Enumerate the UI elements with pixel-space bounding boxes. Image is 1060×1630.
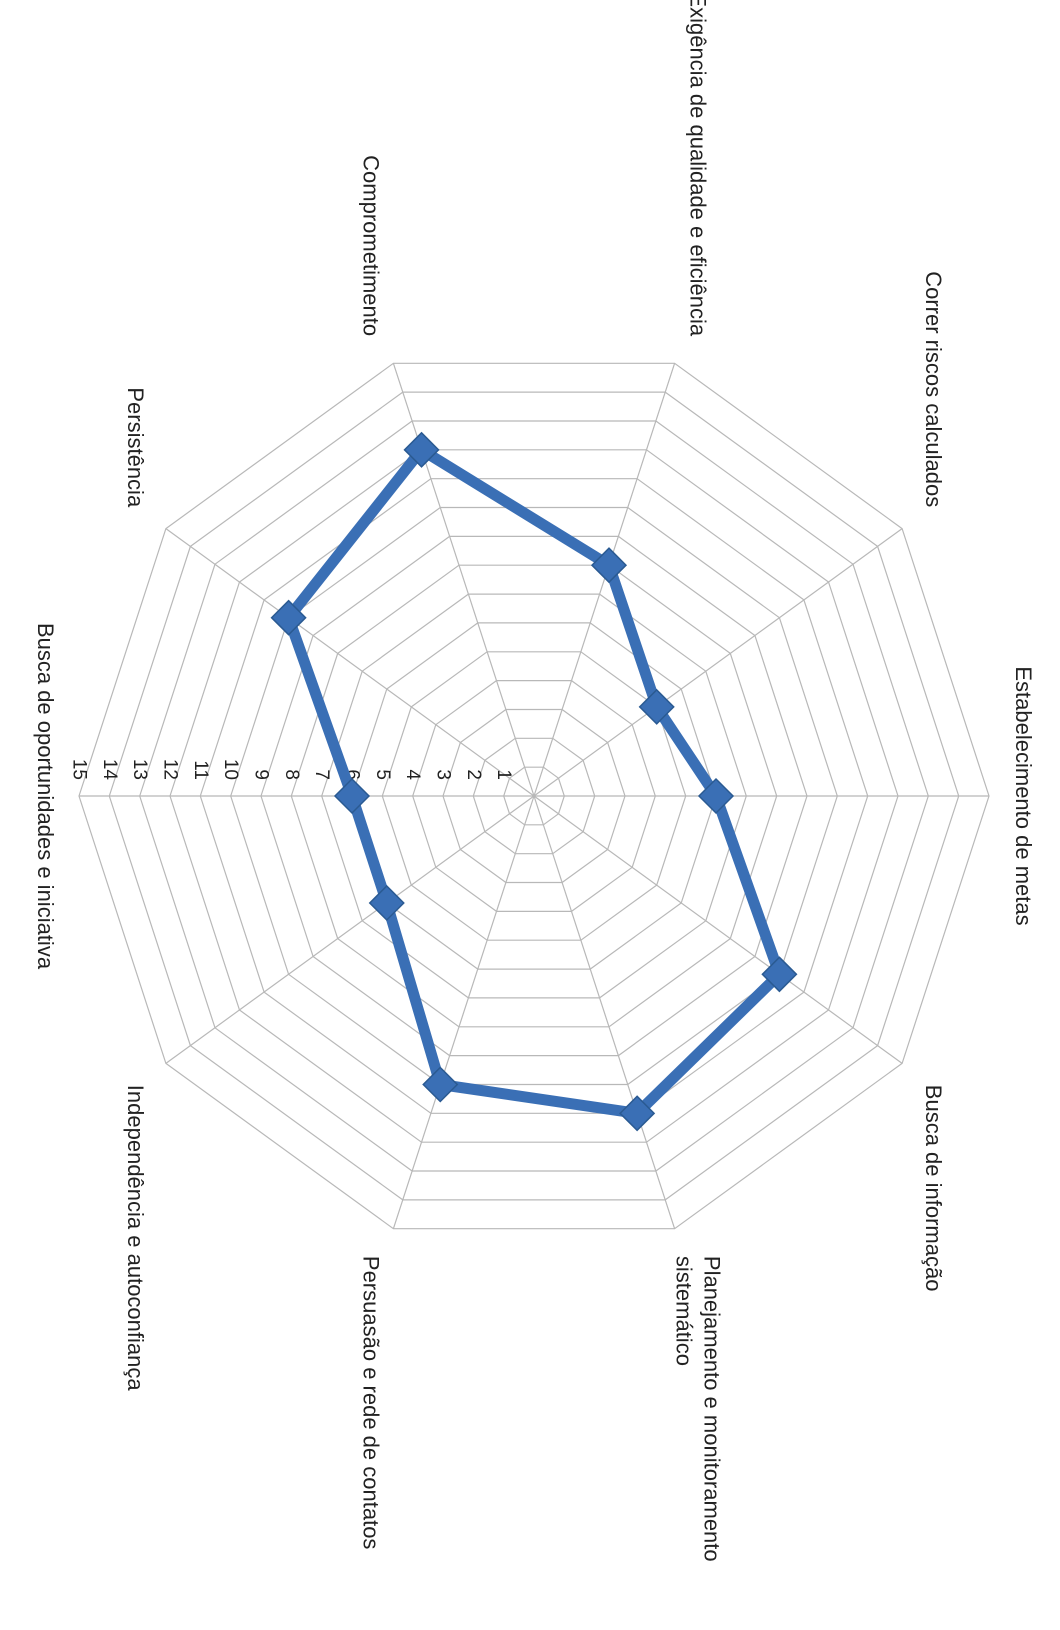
tick-label-14: 14 [99,759,120,781]
category-label-line: Independência e autoconfiança [123,1085,148,1392]
tick-label-13: 13 [129,759,150,780]
tick-label-2: 2 [463,769,484,780]
category-label-6: Estabelecimento de metas [1011,666,1036,925]
tick-label-1: 1 [493,769,514,780]
tick-label-10: 10 [220,759,241,780]
data-point-5 [638,688,675,725]
category-label-5: Correr riscos calculados [921,271,946,507]
category-label-7: Busca de informação [921,1085,946,1292]
category-label-8: Planejamento e monitoramentosistemático [672,1256,725,1562]
category-label-line: sistemático [672,1256,697,1366]
category-label-2: Persistência [123,387,148,508]
tick-label-8: 8 [281,769,302,780]
tick-label-15: 15 [69,759,90,780]
category-label-3: Comprometimento [359,155,384,336]
spoke-9 [392,795,535,1229]
data-point-7 [761,956,798,993]
category-label-10: Independência e autoconfiança [123,1085,148,1392]
category-label-line: Correr riscos calculados [921,271,946,507]
data-point-6 [697,777,735,815]
data-point-1 [333,777,371,815]
data-point-2 [270,599,307,636]
tick-label-3: 3 [433,769,454,780]
category-label-line: Estabelecimento de metas [1011,666,1036,925]
category-label-line: Comprometimento [359,155,384,336]
category-labels: Busca de oportunidades e iniciativa Persi… [33,0,1036,1562]
category-label-9: Persuasão e rede de contatos [359,1256,384,1550]
category-label-1: Busca de oportunidades e iniciativa [33,623,58,970]
spoke-10 [165,795,535,1064]
series-line [283,444,785,1119]
category-label-line: Exigência de qualidade e eficiência [686,0,711,337]
tick-label-6: 6 [342,769,363,780]
tick-label-4: 4 [402,769,423,780]
spoke-3 [392,363,535,797]
tick-label-7: 7 [311,769,332,780]
spoke-2 [165,528,535,797]
category-label-line: Busca de informação [921,1085,946,1292]
tick-label-12: 12 [160,759,181,780]
tick-label-9: 9 [251,769,272,780]
data-point-10 [368,884,405,922]
category-label-line: Persuasão e rede de contatos [359,1256,384,1550]
series-layer [270,431,798,1132]
data-point-9 [422,1066,459,1103]
spoke-8 [533,795,676,1229]
spoke-5 [533,528,903,797]
data-point-4 [590,547,628,584]
data-point-3 [403,431,440,468]
radar-grid [78,362,990,1230]
category-label-line: Planejamento e monitoramento [700,1256,725,1562]
category-label-line: Persistência [123,387,148,508]
data-point-8 [619,1095,656,1132]
category-label-line: Busca de oportunidades e iniciativa [33,623,58,970]
spoke-4 [533,363,676,797]
category-label-4: Exigência de qualidade e eficiência [686,0,711,337]
tick-label-5: 5 [372,769,393,780]
spoke-7 [533,795,903,1064]
tick-label-11: 11 [190,760,211,780]
